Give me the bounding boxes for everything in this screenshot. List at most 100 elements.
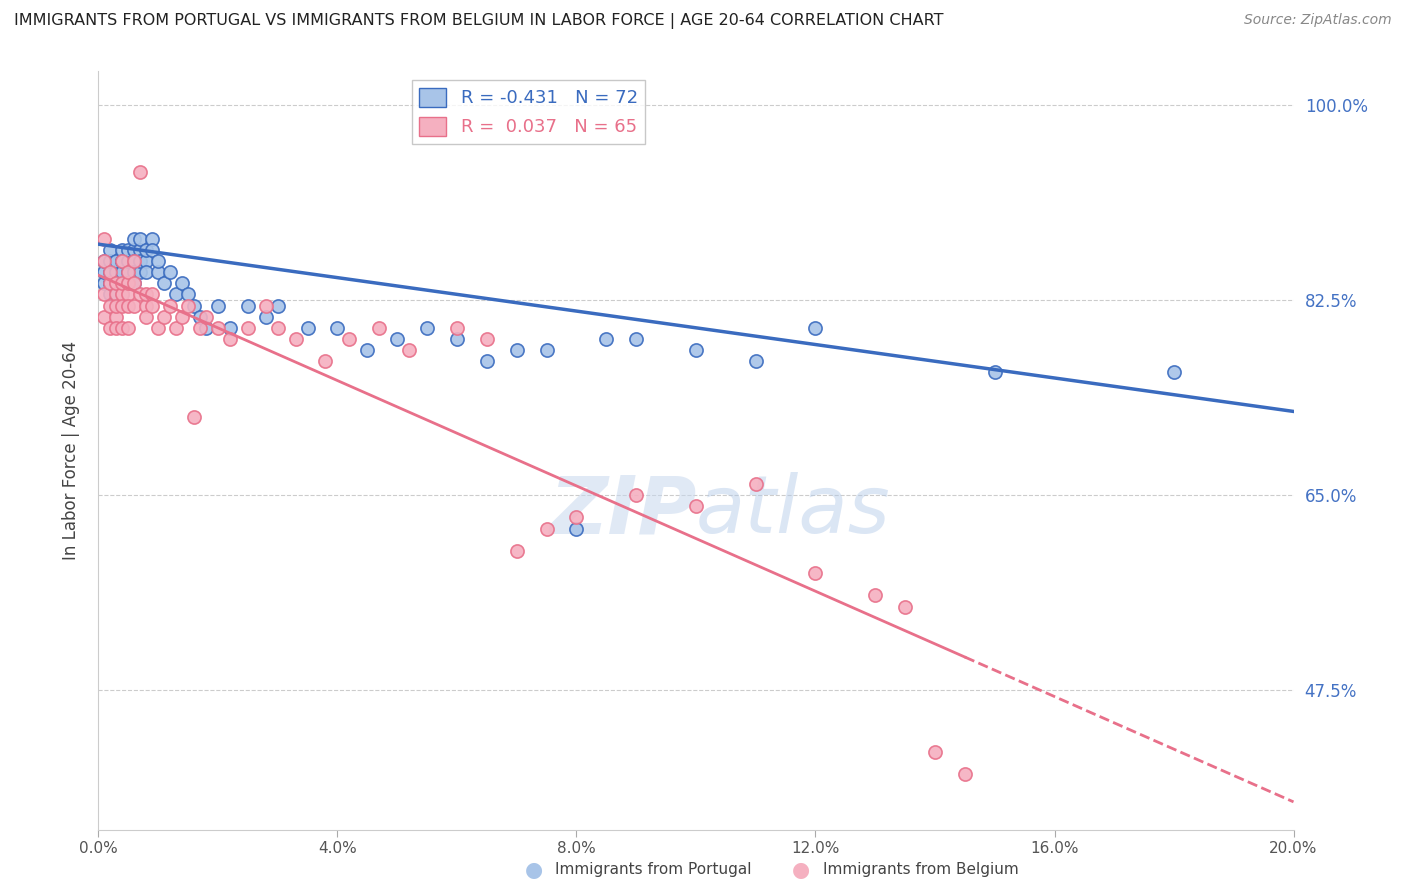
Text: ●: ● [793, 860, 810, 880]
Point [207, 299, 229, 313]
Point [565, 510, 588, 524]
Point [124, 277, 146, 291]
Point [195, 321, 218, 335]
Point [135, 310, 157, 324]
Point [105, 277, 128, 291]
Point [111, 243, 134, 257]
Point [129, 254, 152, 268]
Point [105, 277, 128, 291]
Point [446, 321, 468, 335]
Point [626, 332, 648, 346]
Point [105, 265, 128, 279]
Point [177, 287, 200, 301]
Point [159, 265, 181, 279]
Y-axis label: In Labor Force | Age 20-64: In Labor Force | Age 20-64 [62, 341, 80, 560]
Point [745, 354, 768, 368]
Point [565, 522, 588, 536]
Point [148, 265, 170, 279]
Point [506, 544, 529, 558]
Point [98, 277, 122, 291]
Point [894, 599, 917, 614]
Point [117, 243, 139, 257]
Point [236, 299, 259, 313]
Point [536, 522, 558, 536]
Point [135, 265, 157, 279]
Point [315, 354, 337, 368]
Point [165, 321, 187, 335]
Point [356, 343, 378, 358]
Point [117, 265, 139, 279]
Point [446, 332, 468, 346]
Point [219, 321, 242, 335]
Point [536, 343, 558, 358]
Point [117, 277, 139, 291]
Point [111, 254, 134, 268]
Point [117, 277, 139, 291]
Point [416, 321, 439, 335]
Point [93, 254, 115, 268]
Point [111, 287, 134, 301]
Point [385, 332, 409, 346]
Point [685, 343, 707, 358]
Point [98, 277, 122, 291]
Point [475, 332, 498, 346]
Point [105, 287, 128, 301]
Point [135, 254, 157, 268]
Point [98, 287, 122, 301]
Point [141, 287, 163, 301]
Point [111, 265, 134, 279]
Point [124, 254, 146, 268]
Point [129, 287, 152, 301]
Point [183, 410, 205, 425]
Point [254, 299, 277, 313]
Point [124, 265, 146, 279]
Text: ●: ● [526, 860, 543, 880]
Point [368, 321, 391, 335]
Point [135, 299, 157, 313]
Text: Immigrants from Belgium: Immigrants from Belgium [823, 863, 1018, 877]
Point [177, 299, 200, 313]
Point [98, 321, 122, 335]
Point [172, 277, 194, 291]
Point [111, 299, 134, 313]
Point [117, 321, 139, 335]
Point [93, 310, 115, 324]
Point [93, 277, 115, 291]
Point [745, 476, 768, 491]
Point [804, 566, 827, 581]
Point [124, 243, 146, 257]
Point [207, 321, 229, 335]
Point [398, 343, 420, 358]
Point [93, 254, 115, 268]
Point [267, 321, 290, 335]
Point [135, 243, 157, 257]
Point [117, 287, 139, 301]
Point [236, 321, 259, 335]
Point [93, 232, 115, 246]
Point [129, 165, 152, 179]
Point [111, 287, 134, 301]
Point [339, 332, 361, 346]
Point [148, 254, 170, 268]
Point [129, 243, 152, 257]
Point [124, 299, 146, 313]
Point [195, 310, 218, 324]
Point [284, 332, 307, 346]
Point [129, 232, 152, 246]
Point [953, 767, 976, 781]
Point [98, 299, 122, 313]
Point [98, 243, 122, 257]
Point [124, 254, 146, 268]
Point [129, 265, 152, 279]
Point [98, 265, 122, 279]
Point [117, 254, 139, 268]
Point [98, 277, 122, 291]
Point [98, 265, 122, 279]
Point [124, 232, 146, 246]
Point [1163, 366, 1185, 380]
Point [153, 310, 176, 324]
Point [111, 277, 134, 291]
Point [141, 243, 163, 257]
Point [219, 332, 242, 346]
Point [148, 321, 170, 335]
